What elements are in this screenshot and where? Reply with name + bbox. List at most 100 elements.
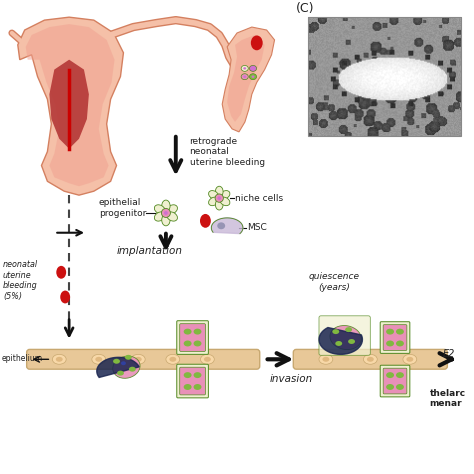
Ellipse shape: [121, 361, 126, 365]
Text: E2: E2: [442, 349, 455, 359]
Ellipse shape: [241, 65, 248, 72]
Polygon shape: [49, 60, 89, 149]
FancyBboxPatch shape: [293, 349, 447, 369]
Ellipse shape: [201, 355, 214, 364]
Text: MSC: MSC: [247, 223, 267, 232]
Text: invasion: invasion: [270, 374, 313, 384]
FancyBboxPatch shape: [383, 368, 407, 394]
Ellipse shape: [386, 328, 394, 335]
Ellipse shape: [396, 372, 404, 378]
Ellipse shape: [166, 355, 180, 364]
Ellipse shape: [249, 74, 256, 80]
Ellipse shape: [220, 191, 230, 199]
Ellipse shape: [249, 65, 256, 72]
Ellipse shape: [217, 222, 225, 229]
Ellipse shape: [193, 340, 201, 346]
Text: implantation: implantation: [117, 246, 182, 255]
Ellipse shape: [169, 357, 176, 362]
Ellipse shape: [125, 355, 132, 360]
Ellipse shape: [184, 340, 191, 346]
Text: neonatal
uterine
bleeding
(5%): neonatal uterine bleeding (5%): [3, 260, 38, 301]
Ellipse shape: [330, 326, 361, 349]
Ellipse shape: [92, 355, 106, 364]
Ellipse shape: [162, 209, 170, 218]
Ellipse shape: [386, 384, 394, 390]
Text: quiescence
(years): quiescence (years): [308, 272, 359, 292]
FancyBboxPatch shape: [180, 367, 205, 395]
Bar: [308, 17, 461, 136]
Ellipse shape: [386, 340, 394, 346]
Polygon shape: [26, 24, 115, 186]
Ellipse shape: [335, 341, 342, 346]
Ellipse shape: [204, 357, 211, 362]
Ellipse shape: [193, 372, 201, 378]
Ellipse shape: [215, 199, 223, 210]
Ellipse shape: [348, 339, 355, 344]
Ellipse shape: [367, 357, 374, 362]
Ellipse shape: [113, 356, 140, 378]
FancyBboxPatch shape: [380, 322, 410, 353]
Ellipse shape: [162, 214, 170, 226]
FancyBboxPatch shape: [177, 321, 209, 355]
Ellipse shape: [52, 355, 66, 364]
Ellipse shape: [209, 191, 219, 199]
Ellipse shape: [345, 327, 352, 332]
Text: niche cells: niche cells: [235, 193, 283, 202]
Ellipse shape: [129, 367, 136, 372]
Ellipse shape: [396, 384, 404, 390]
Ellipse shape: [135, 357, 142, 362]
Ellipse shape: [218, 196, 221, 200]
Ellipse shape: [251, 36, 263, 50]
Ellipse shape: [56, 357, 63, 362]
Ellipse shape: [56, 266, 66, 279]
FancyBboxPatch shape: [319, 316, 370, 356]
Ellipse shape: [200, 214, 211, 228]
Ellipse shape: [184, 384, 191, 390]
Ellipse shape: [252, 75, 255, 78]
Ellipse shape: [252, 67, 255, 70]
Text: thelarc
menar: thelarc menar: [429, 389, 466, 409]
Ellipse shape: [322, 357, 329, 362]
Ellipse shape: [243, 67, 246, 70]
Text: retrograde
neonatal
uterine bleeding: retrograde neonatal uterine bleeding: [190, 137, 265, 166]
Ellipse shape: [166, 205, 177, 214]
Ellipse shape: [220, 197, 230, 206]
Ellipse shape: [162, 200, 170, 212]
Ellipse shape: [386, 372, 394, 378]
Polygon shape: [319, 328, 363, 355]
Ellipse shape: [332, 329, 339, 334]
Ellipse shape: [184, 372, 191, 378]
Text: epithelial
progenitor: epithelial progenitor: [99, 198, 146, 218]
FancyBboxPatch shape: [380, 365, 410, 397]
Ellipse shape: [117, 371, 124, 375]
Ellipse shape: [319, 355, 333, 364]
Ellipse shape: [364, 355, 377, 364]
Text: epithelium: epithelium: [2, 354, 43, 363]
Ellipse shape: [209, 197, 219, 206]
Ellipse shape: [241, 74, 248, 80]
Polygon shape: [211, 218, 243, 234]
FancyBboxPatch shape: [383, 325, 407, 350]
Ellipse shape: [184, 328, 191, 335]
FancyBboxPatch shape: [27, 349, 260, 369]
FancyBboxPatch shape: [180, 324, 205, 351]
Text: (C): (C): [296, 2, 315, 15]
Ellipse shape: [155, 212, 165, 221]
Ellipse shape: [164, 211, 168, 215]
Ellipse shape: [403, 355, 417, 364]
Ellipse shape: [406, 357, 413, 362]
Ellipse shape: [243, 75, 246, 78]
Ellipse shape: [113, 359, 120, 364]
Polygon shape: [227, 35, 264, 122]
Ellipse shape: [215, 194, 223, 202]
Polygon shape: [18, 17, 123, 195]
Ellipse shape: [396, 328, 404, 335]
Ellipse shape: [131, 355, 145, 364]
Ellipse shape: [193, 384, 201, 390]
Polygon shape: [222, 27, 274, 132]
FancyBboxPatch shape: [177, 364, 209, 398]
Ellipse shape: [193, 328, 201, 335]
Ellipse shape: [166, 212, 177, 221]
Ellipse shape: [396, 340, 404, 346]
Ellipse shape: [95, 357, 102, 362]
